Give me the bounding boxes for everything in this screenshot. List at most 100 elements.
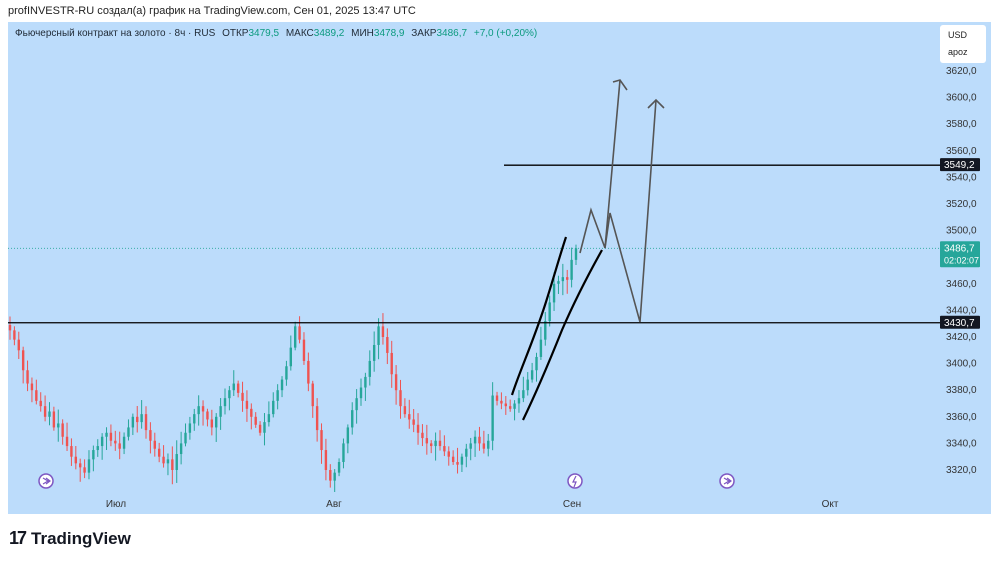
y-tick-label: 3540,0 [946, 172, 977, 183]
y-tick-label: 3580,0 [946, 119, 977, 130]
channel-upper-line[interactable] [510, 236, 568, 396]
candle-body [302, 339, 306, 361]
candle-body [30, 383, 34, 391]
candle-body [17, 339, 20, 351]
candle-body [21, 350, 25, 371]
candle-body [451, 456, 455, 463]
candle-body [131, 416, 135, 428]
high-value: 3489,2 [313, 28, 345, 39]
candle-body [92, 450, 95, 460]
candle-body [136, 416, 139, 423]
candle-body [228, 390, 231, 399]
candle-body [223, 398, 227, 407]
dividend-icon[interactable] [719, 473, 735, 489]
candle-body [539, 339, 543, 357]
candle-body [114, 440, 117, 444]
candle-body [215, 416, 218, 428]
arrow-head-b [647, 98, 665, 109]
candle-body [144, 414, 148, 431]
candle-body [307, 360, 310, 384]
candle-body [399, 390, 402, 407]
upper-level-tag: 3549,2 [944, 160, 975, 171]
candle-body [149, 430, 152, 441]
candle-body [184, 432, 187, 444]
candle-body [487, 440, 490, 449]
candle-body [364, 376, 367, 388]
candle-body [557, 281, 560, 284]
y-tick-label: 3420,0 [946, 332, 977, 343]
last-price-tag-bg [940, 241, 980, 268]
dividend-icon[interactable] [38, 473, 54, 489]
candle-body [408, 414, 411, 420]
dividend-icon-glyph [723, 477, 732, 485]
candle-body [52, 411, 56, 428]
candle-body [530, 370, 534, 380]
candle-body [421, 432, 424, 439]
candle-body [460, 456, 464, 465]
candle-body [544, 321, 547, 340]
candle-body [206, 411, 209, 420]
candle-body [491, 395, 494, 441]
symbol-name[interactable]: Фьючерсный контракт на золото · 8ч · RUS [15, 28, 216, 39]
x-tick-label: Сен [563, 499, 581, 510]
low-label: МИН [351, 28, 374, 39]
candle-body [122, 436, 126, 449]
projection-path-b[interactable] [604, 99, 657, 323]
candle-body [65, 436, 69, 447]
candle-body [166, 459, 170, 464]
candle-body [289, 347, 293, 367]
channel-lower-line[interactable] [522, 249, 603, 421]
candle-body [8, 325, 12, 331]
y-tick-label: 3380,0 [946, 385, 977, 396]
candle-body [74, 456, 78, 464]
candle-body [153, 440, 156, 449]
change-value: +7,0 (+0,20%) [473, 28, 538, 39]
candle-body [245, 400, 249, 409]
unit-label[interactable]: арoz [948, 47, 968, 57]
y-tick-label: 3460,0 [946, 279, 977, 290]
candle-body [175, 454, 178, 470]
y-tick-label: 3440,0 [946, 305, 977, 316]
lightning-icon-glyph [572, 475, 577, 488]
lightning-icon[interactable] [567, 473, 583, 489]
close-value: 3486,7 [436, 28, 468, 39]
candle-body [482, 443, 486, 449]
candle-body [508, 406, 512, 409]
candle-body [526, 379, 529, 391]
candle-body [171, 459, 174, 470]
y-tick-label: 3320,0 [946, 465, 977, 476]
candle-body [337, 462, 341, 473]
candle-body [390, 352, 393, 375]
candle-body [504, 403, 507, 407]
candle-body [329, 470, 332, 481]
tradingview-logo[interactable]: 17 TradingView [9, 528, 131, 549]
candle-body [570, 259, 573, 280]
y-tick-label: 3620,0 [946, 66, 977, 77]
candle-body [263, 422, 266, 433]
candle-body [517, 398, 521, 404]
candle-body [377, 326, 380, 345]
lower-level-tag-bg [940, 315, 980, 329]
candle-body [416, 424, 420, 433]
open-value: 3479,5 [248, 28, 280, 39]
chart-area[interactable] [8, 22, 991, 514]
candle-body [61, 423, 64, 437]
candle-body [105, 432, 108, 437]
candle-body [193, 414, 196, 424]
currency-label[interactable]: USD [948, 30, 968, 40]
projection-path-a[interactable] [579, 79, 621, 254]
candle-body [26, 370, 29, 384]
candle-body [430, 443, 433, 447]
candle-body [48, 411, 51, 417]
currency-selector[interactable]: USD арoz [940, 25, 986, 63]
candle-body [236, 383, 240, 393]
brand-name: TradingView [31, 528, 131, 548]
dividend-icon-circle [719, 473, 735, 489]
x-tick-label: Авг [326, 499, 342, 510]
candle-body [566, 277, 569, 280]
candle-body [57, 423, 60, 428]
candle-body [495, 395, 499, 401]
dividend-icon-glyph [42, 477, 51, 485]
candle-body [434, 440, 437, 447]
